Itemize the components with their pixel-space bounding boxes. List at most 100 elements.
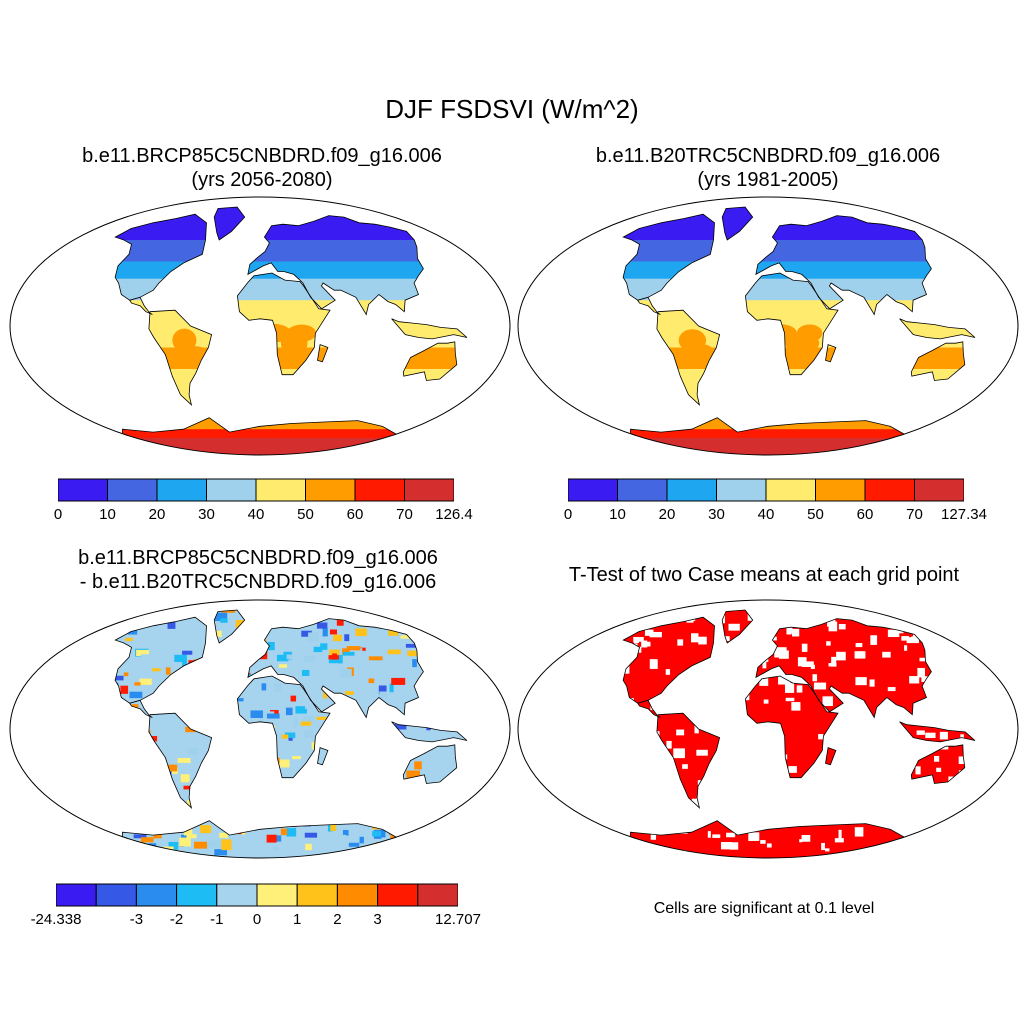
- colorbar-swatch: [56, 883, 97, 907]
- data-cell: [359, 836, 364, 844]
- insignificant-cell: [687, 812, 697, 817]
- data-cell: [225, 733, 239, 742]
- insignificant-cell: [825, 610, 829, 618]
- insignificant-cell: [755, 633, 764, 637]
- insignificant-cell: [649, 659, 658, 669]
- data-band: [115, 222, 467, 228]
- coastline: [637, 699, 661, 718]
- data-band: [115, 283, 467, 288]
- coastline: [744, 675, 839, 779]
- data-cell: [304, 655, 315, 662]
- insignificant-cell: [862, 793, 869, 801]
- insignificant-cell: [962, 676, 975, 686]
- data-band: [115, 308, 467, 314]
- data-band: [623, 265, 975, 271]
- data-cell: [272, 846, 279, 851]
- insignificant-cell: [897, 759, 902, 769]
- colorbar-tick-label: -3: [129, 911, 144, 928]
- data-cell: [386, 708, 392, 715]
- coastline: [622, 616, 715, 704]
- data-cell: [329, 629, 338, 635]
- insignificant-cell: [888, 781, 901, 792]
- data-band: [623, 227, 975, 232]
- insignificant-cell: [568, 702, 576, 710]
- data-cell: [115, 796, 118, 804]
- data-cell: [203, 814, 216, 818]
- insignificant-cell: [581, 718, 594, 726]
- data-cell: [234, 752, 242, 760]
- data-cell: [281, 804, 291, 811]
- colorbar-swatch: [58, 478, 108, 502]
- panel-3-title: b.e11.BRCP85C5CNBDRD.f09_g16.006 - b.e11…: [8, 546, 508, 594]
- insignificant-cell: [888, 850, 893, 858]
- data-cell: [134, 753, 142, 761]
- data-band: [115, 424, 467, 430]
- data-cell: [391, 791, 396, 799]
- coastline: [825, 747, 837, 766]
- data-band: [115, 351, 467, 357]
- data-cell: [72, 658, 83, 665]
- colorbar-tick-label: 30: [708, 506, 725, 523]
- map-panel-future: [9, 196, 511, 456]
- data-cell: [382, 770, 389, 775]
- insignificant-cell: [722, 817, 734, 822]
- data-cell: [339, 834, 347, 840]
- insignificant-cell: [592, 675, 604, 682]
- insignificant-cell: [641, 640, 648, 648]
- data-band: [115, 265, 467, 271]
- data-cell: [336, 792, 351, 797]
- data-cell: [316, 622, 328, 629]
- data-band: [623, 381, 975, 387]
- insignificant-cell: [705, 795, 717, 800]
- data-cell: [210, 650, 222, 658]
- data-cell: [345, 785, 352, 790]
- data-cell: [347, 814, 360, 820]
- data-cell: [264, 812, 276, 821]
- insignificant-cell: [986, 683, 995, 688]
- data-cell: [174, 654, 187, 662]
- data-cell: [263, 762, 275, 768]
- insignificant-cell: [734, 663, 742, 668]
- data-cell: [358, 756, 367, 764]
- insignificant-cell: [906, 637, 919, 644]
- insignificant-cell: [591, 781, 599, 786]
- insignificant-cell: [628, 643, 638, 651]
- insignificant-cell: [754, 619, 761, 629]
- data-band: [623, 429, 975, 435]
- data-band: [115, 412, 467, 417]
- data-cell: [355, 628, 367, 637]
- colorbar-swatch: [716, 478, 767, 502]
- data-cell: [345, 691, 354, 695]
- insignificant-cell: [762, 661, 767, 669]
- insignificant-cell: [898, 737, 906, 744]
- insignificant-cell: [624, 698, 634, 704]
- colorbar-swatch: [305, 478, 356, 502]
- data-band: [623, 450, 975, 455]
- data-cell: [391, 677, 406, 685]
- data-cell: [171, 818, 182, 824]
- data-cell: [205, 703, 215, 710]
- insignificant-cell: [801, 661, 814, 668]
- data-band: [115, 313, 467, 318]
- data-cell: [425, 800, 433, 809]
- data-cell: [423, 670, 432, 675]
- insignificant-cell: [719, 771, 725, 775]
- data-cell: [314, 802, 328, 808]
- insignificant-cell: [988, 742, 995, 749]
- data-cell: [81, 773, 91, 778]
- panel-3-title-line2: - b.e11.B20TRC5CNBDRD.f09_g16.006: [79, 571, 437, 593]
- insignificant-cell: [719, 797, 729, 806]
- insignificant-cell: [880, 846, 889, 852]
- insignificant-cell: [760, 840, 766, 844]
- data-cell: [194, 841, 208, 849]
- colorbar-tick-label: -1: [210, 911, 224, 928]
- colorbar-tick-label: -24.338: [30, 911, 82, 928]
- data-cell: [218, 788, 227, 793]
- insignificant-cell: [838, 829, 842, 840]
- colorbar-tick-label: 3: [373, 911, 382, 928]
- colorbar-tick-label: 127.34: [941, 506, 987, 523]
- data-cell: [228, 817, 238, 824]
- insignificant-cell: [676, 729, 685, 736]
- insignificant-cell: [644, 629, 654, 636]
- data-cell: [340, 726, 347, 735]
